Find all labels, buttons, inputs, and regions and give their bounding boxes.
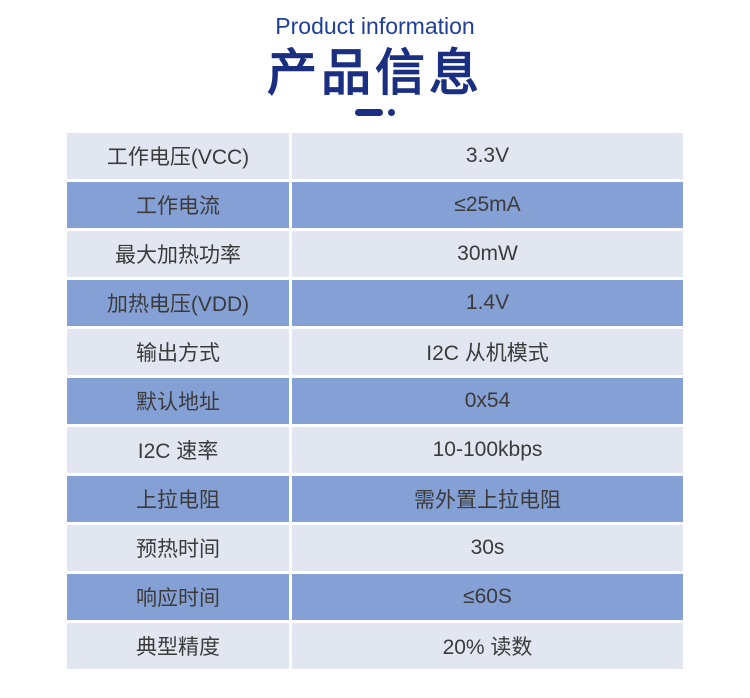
underline-dot-icon <box>388 108 395 116</box>
spec-value-cell: 20% 读数 <box>292 623 683 669</box>
table-row: 加热电压(VDD) 1.4V <box>67 280 683 326</box>
title-underline-ornament <box>0 108 750 116</box>
spec-label-cell: 工作电流 <box>67 182 289 228</box>
spec-value-cell: 需外置上拉电阻 <box>292 476 683 522</box>
spec-label-cell: 工作电压(VCC) <box>67 133 289 179</box>
spec-value-cell: 1.4V <box>292 280 683 326</box>
table-row: I2C 速率 10-100kbps <box>67 427 683 473</box>
spec-value-cell: 30mW <box>292 231 683 277</box>
spec-value-cell: 0x54 <box>292 378 683 424</box>
spec-value-cell: I2C 从机模式 <box>292 329 683 375</box>
spec-label-cell: 预热时间 <box>67 525 289 571</box>
table-row: 工作电流 ≤25mA <box>67 182 683 228</box>
spec-value-cell: 10-100kbps <box>292 427 683 473</box>
table-row: 工作电压(VCC) 3.3V <box>67 133 683 179</box>
section-title: 产品信息 <box>267 45 483 101</box>
table-row: 响应时间 ≤60S <box>67 574 683 620</box>
spec-label-cell: I2C 速率 <box>67 427 289 473</box>
table-row: 典型精度 20% 读数 <box>67 623 683 669</box>
underline-dash-icon <box>355 108 383 116</box>
spec-label-cell: 上拉电阻 <box>67 476 289 522</box>
spec-label-cell: 默认地址 <box>67 378 289 424</box>
spec-value-cell: 3.3V <box>292 133 683 179</box>
table-row: 输出方式 I2C 从机模式 <box>67 329 683 375</box>
table-row: 默认地址 0x54 <box>67 378 683 424</box>
spec-label-cell: 最大加热功率 <box>67 231 289 277</box>
section-subtitle: Product information <box>275 13 475 39</box>
spec-value-cell: 30s <box>292 525 683 571</box>
spec-label-cell: 输出方式 <box>67 329 289 375</box>
spec-table: 工作电压(VCC) 3.3V 工作电流 ≤25mA 最大加热功率 30mW 加热… <box>67 133 683 669</box>
spec-value-cell: ≤25mA <box>292 182 683 228</box>
spec-label-cell: 响应时间 <box>67 574 289 620</box>
spec-label-cell: 加热电压(VDD) <box>67 280 289 326</box>
table-row: 预热时间 30s <box>67 525 683 571</box>
spec-label-cell: 典型精度 <box>67 623 289 669</box>
table-row: 上拉电阻 需外置上拉电阻 <box>67 476 683 522</box>
page-header: Product information 产品信息 <box>0 12 750 116</box>
table-row: 最大加热功率 30mW <box>67 231 683 277</box>
spec-value-cell: ≤60S <box>292 574 683 620</box>
